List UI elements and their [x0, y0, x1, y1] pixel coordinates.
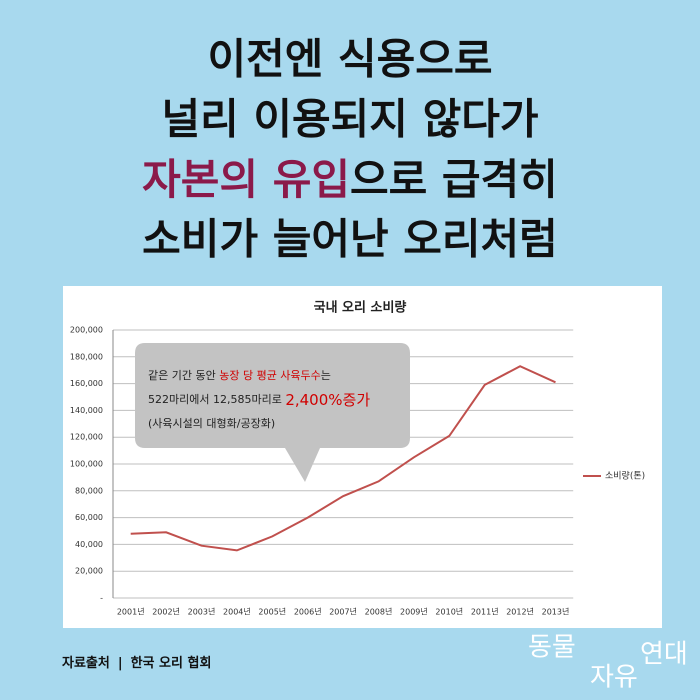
headline-highlight: 자본의 유입: [142, 155, 350, 204]
y-tick-label: 20,000: [75, 567, 103, 576]
callout-highlight: 농장 당 평균 사육두수: [219, 369, 321, 382]
callout-line: 522마리에서 12,585마리로 2,400%증가: [148, 391, 370, 409]
x-tick-label: 2011년: [471, 607, 499, 617]
y-tick-label: 40,000: [75, 540, 103, 549]
callout-bubble: [135, 343, 410, 482]
legend-label: 소비량(톤): [605, 470, 645, 482]
x-tick-label: 2007년: [329, 607, 357, 617]
callout-text: 522마리에서 12,585마리로: [148, 393, 285, 406]
y-tick-label: 80,000: [75, 486, 103, 495]
callout-text: 같은 기간 동안: [148, 369, 219, 382]
headline-line: 이전엔 식용으로: [207, 35, 492, 84]
logo-text: 연대: [640, 640, 688, 670]
headline-line: 자본의 유입으로 급격히: [142, 155, 558, 204]
callout-highlight: 2,400%증가: [285, 391, 370, 409]
logo-text: 동물: [528, 633, 576, 663]
x-tick-label: 2006년: [294, 607, 322, 617]
x-tick-label: 2002년: [152, 607, 180, 617]
x-tick-label: 2010년: [435, 607, 463, 617]
source: 자료출처 | 한국 오리 협회: [62, 655, 211, 671]
series-line: [130, 365, 556, 552]
x-tick-label: 2012년: [506, 607, 534, 617]
chart-title: 국내 오리 소비량: [314, 300, 407, 316]
y-tick-label: -: [100, 594, 103, 603]
x-tick-label: 2013년: [542, 607, 570, 617]
x-tick-label: 2005년: [258, 607, 286, 617]
x-tick-label: 2001년: [117, 607, 145, 617]
x-tick-label: 2008년: [365, 607, 393, 617]
source-label: 자료출처: [62, 655, 110, 671]
y-tick-label: 60,000: [75, 513, 103, 522]
source-name: 한국 오리 협회: [131, 655, 212, 671]
y-tick-label: 120,000: [70, 433, 103, 442]
y-tick-label: 160,000: [70, 379, 103, 388]
source-separator: |: [118, 656, 123, 671]
x-tick-label: 2004년: [223, 607, 251, 617]
y-tick-label: 200,000: [70, 326, 103, 335]
callout-text: 는: [321, 369, 331, 382]
y-tick-label: 100,000: [70, 460, 103, 469]
headline-line: 소비가 늘어난 오리처럼: [142, 215, 558, 264]
chart-panel: [63, 286, 662, 628]
logo-text: 자유: [590, 663, 638, 693]
headline-text: 으로 급격히: [350, 155, 558, 204]
x-tick-label: 2009년: [400, 607, 428, 617]
callout-line: 같은 기간 동안 농장 당 평균 사육두수는: [148, 369, 331, 382]
headline-line: 널리 이용되지 않다가: [161, 95, 538, 144]
y-tick-label: 180,000: [70, 352, 103, 361]
y-tick-label: 140,000: [70, 406, 103, 415]
callout-line: (사육시설의 대형화/공장화): [148, 417, 275, 430]
x-tick-label: 2003년: [188, 607, 216, 617]
